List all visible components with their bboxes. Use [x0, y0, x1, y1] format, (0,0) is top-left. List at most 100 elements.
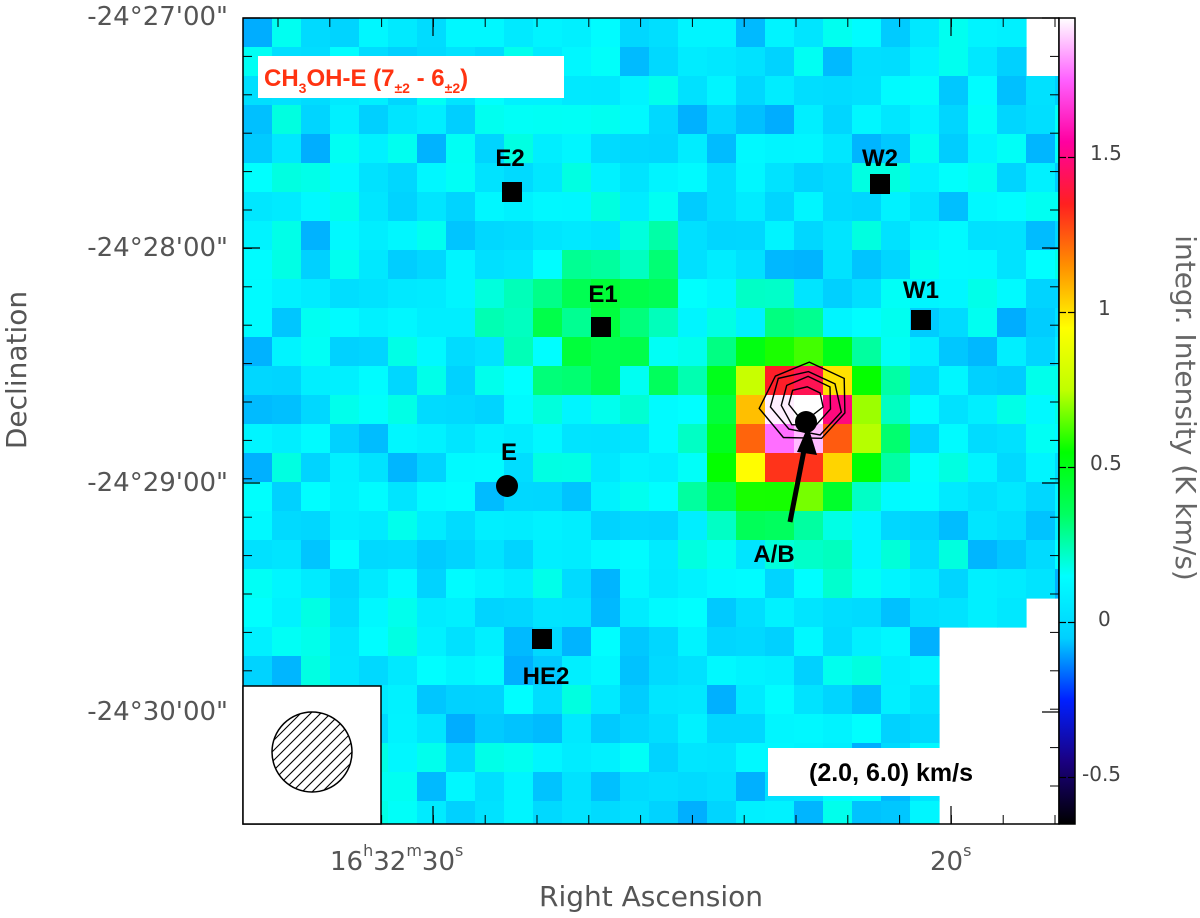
heatmap-pixel — [1026, 453, 1056, 483]
heatmap-pixel — [620, 801, 650, 824]
heatmap-pixel — [678, 424, 708, 454]
heatmap-pixel — [591, 395, 621, 425]
heatmap-pixel — [272, 569, 302, 599]
heatmap-pixel — [620, 511, 650, 541]
heatmap-pixel — [388, 366, 418, 396]
heatmap-pixel — [649, 453, 679, 483]
heatmap-pixel — [417, 772, 447, 802]
heatmap-pixel — [359, 192, 389, 222]
heatmap-pixel — [823, 714, 853, 744]
heatmap-pixel — [1055, 395, 1059, 425]
heatmap-pixel — [881, 105, 911, 135]
heatmap-pixel — [707, 743, 737, 773]
heatmap-pixel — [881, 395, 911, 425]
heatmap-pixel — [272, 482, 302, 512]
heatmap-pixel — [475, 685, 505, 715]
x-axis-title: Right Ascension — [539, 880, 763, 913]
heatmap-pixel — [359, 18, 389, 48]
heatmap-pixel — [823, 250, 853, 280]
source-label: A/B — [753, 541, 794, 568]
heatmap-pixel — [504, 656, 534, 686]
heatmap-pixel — [562, 772, 592, 802]
heatmap-pixel — [997, 308, 1027, 338]
chart-title: CH3OH-E (7±2 - 6±2) — [264, 65, 468, 96]
heatmap-pixel — [620, 685, 650, 715]
heatmap-pixel — [562, 105, 592, 135]
heatmap-pixel — [823, 134, 853, 164]
heatmap-pixel — [446, 685, 476, 715]
heatmap-pixel — [504, 772, 534, 802]
heatmap-pixel — [823, 656, 853, 686]
heatmap-pixel — [330, 18, 360, 48]
heatmap-pixel — [475, 395, 505, 425]
heatmap-pixel — [1026, 279, 1056, 309]
heatmap-pixel — [620, 366, 650, 396]
heatmap-pixel — [388, 772, 418, 802]
heatmap-pixel — [388, 627, 418, 657]
heatmap-pixel — [591, 424, 621, 454]
heatmap-pixel — [272, 656, 302, 686]
heatmap-pixel — [446, 250, 476, 280]
heatmap-pixel — [388, 250, 418, 280]
heatmap-pixel — [475, 18, 505, 48]
heatmap-pixel — [359, 105, 389, 135]
heatmap-pixel — [997, 482, 1027, 512]
heatmap-pixel — [562, 250, 592, 280]
heatmap-pixel — [533, 540, 563, 570]
heatmap-pixel — [910, 18, 940, 48]
heatmap-pixel — [678, 337, 708, 367]
heatmap-pixel — [707, 134, 737, 164]
heatmap-pixel — [562, 395, 592, 425]
heatmap-pixel — [562, 192, 592, 222]
heatmap-pixel — [591, 76, 621, 106]
heatmap-pixel — [359, 424, 389, 454]
heatmap-pixel — [504, 308, 534, 338]
heatmap-pixel — [591, 453, 621, 483]
heatmap-pixel — [765, 192, 795, 222]
heatmap-pixel — [823, 627, 853, 657]
heatmap-pixel — [852, 598, 882, 628]
heatmap-pixel — [533, 279, 563, 309]
heatmap-pixel — [504, 134, 534, 164]
heatmap-pixel — [736, 279, 766, 309]
heatmap-pixel — [910, 395, 940, 425]
heatmap-pixel — [1055, 511, 1059, 541]
heatmap-pixel — [388, 482, 418, 512]
heatmap-pixel — [736, 424, 766, 454]
colorbar-tick-label: 0.5 — [1090, 451, 1122, 475]
heatmap-pixel — [417, 366, 447, 396]
heatmap-pixel — [939, 18, 969, 48]
heatmap-pixel — [243, 598, 273, 628]
heatmap-pixel — [997, 511, 1027, 541]
heatmap-pixel — [562, 76, 592, 106]
heatmap-pixel — [707, 656, 737, 686]
heatmap-pixel — [330, 598, 360, 628]
heatmap-pixel — [1055, 76, 1059, 106]
heatmap-pixel — [997, 337, 1027, 367]
heatmap-pixel — [620, 76, 650, 106]
heatmap-pixel — [417, 743, 447, 773]
heatmap-pixel — [591, 105, 621, 135]
heatmap-pixel — [533, 685, 563, 715]
heatmap-pixel — [533, 714, 563, 744]
heatmap-pixel — [910, 540, 940, 570]
heatmap-pixel — [388, 105, 418, 135]
y-tick-label: -24°30'00" — [87, 697, 228, 727]
heatmap-pixel — [243, 511, 273, 541]
heatmap-pixel — [794, 714, 824, 744]
heatmap-pixel — [562, 424, 592, 454]
heatmap-pixel — [939, 569, 969, 599]
heatmap-pixel — [997, 540, 1027, 570]
heatmap-pixel — [388, 569, 418, 599]
heatmap-pixel — [475, 221, 505, 251]
heatmap-pixel — [736, 772, 766, 802]
heatmap-pixel — [388, 714, 418, 744]
heatmap-pixel — [881, 656, 911, 686]
heatmap-pixel — [533, 337, 563, 367]
heatmap-pixel — [649, 134, 679, 164]
heatmap-pixel — [910, 192, 940, 222]
heatmap-pixel — [446, 772, 476, 802]
heatmap-pixel — [1055, 569, 1059, 599]
heatmap-pixel — [765, 337, 795, 367]
